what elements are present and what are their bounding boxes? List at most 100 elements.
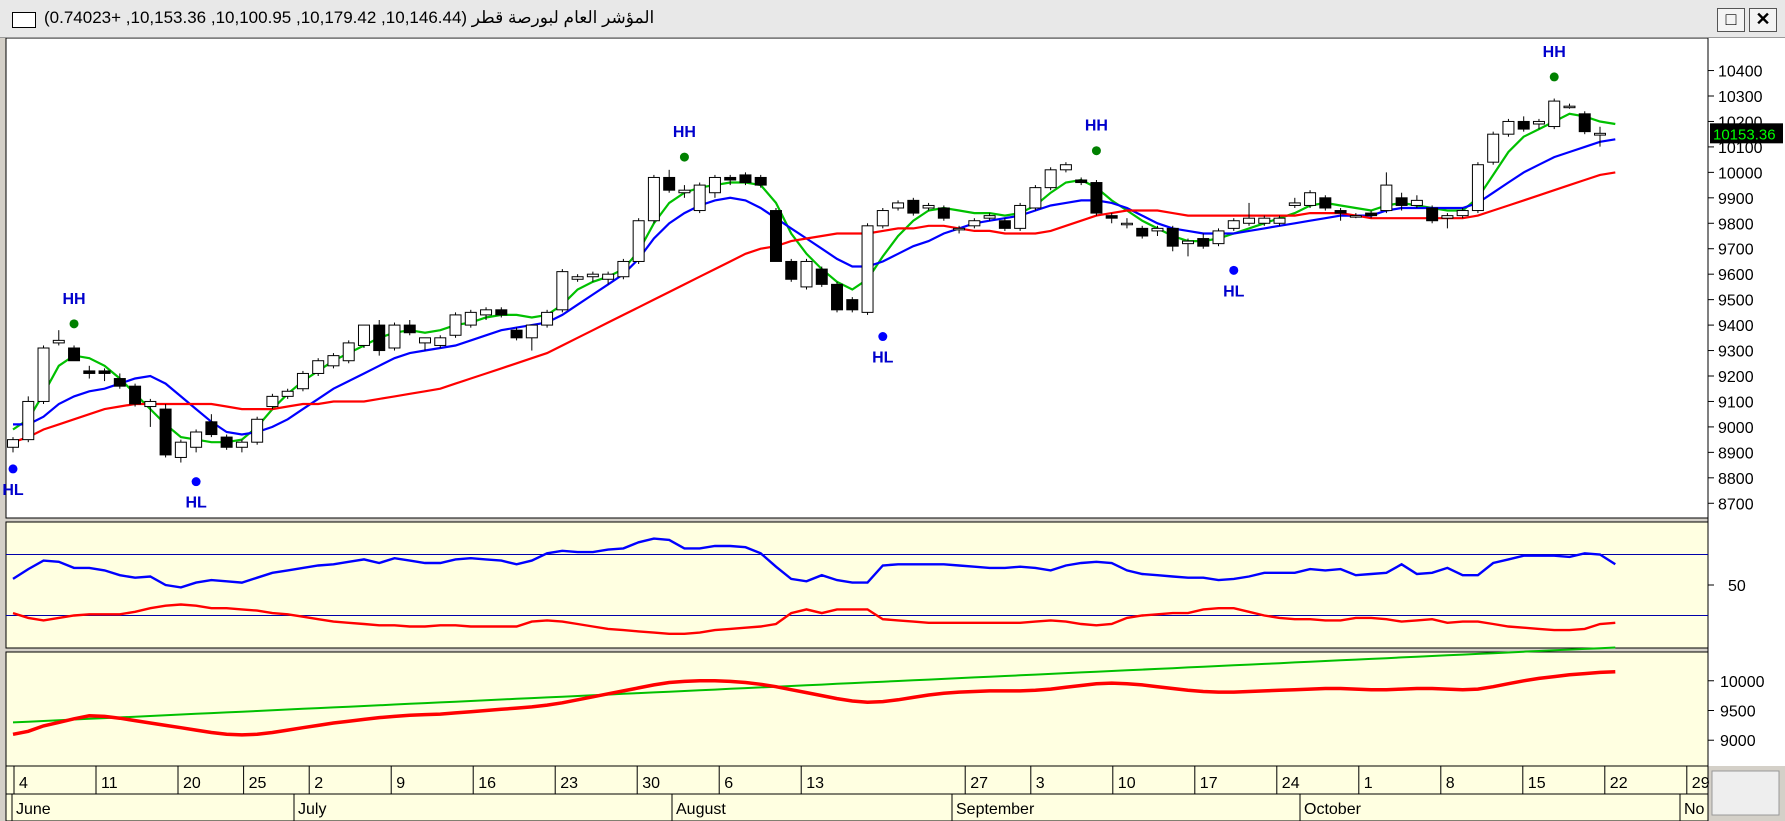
candle-body — [708, 176, 721, 194]
x-day-label: 10 — [1118, 775, 1136, 792]
candle-body — [327, 355, 340, 367]
candle-body — [678, 189, 691, 194]
candle — [480, 307, 493, 320]
x-month-label: July — [298, 801, 326, 818]
candle-body — [876, 210, 889, 227]
candle — [1395, 192, 1408, 211]
candle-body — [1151, 227, 1164, 232]
candle-body — [815, 268, 828, 285]
candle — [617, 258, 630, 280]
candle-body — [1380, 184, 1393, 212]
candle-body — [1502, 120, 1515, 135]
swing-marker-label: HL — [872, 350, 894, 367]
candle-body — [1426, 207, 1439, 222]
candle — [1487, 131, 1500, 165]
candle — [1563, 103, 1576, 109]
candle-body — [480, 309, 493, 316]
candle — [52, 330, 65, 346]
oscillator-tick-label: 50 — [1728, 578, 1746, 595]
x-day-label: 8 — [1446, 775, 1455, 792]
swing-marker-dot — [679, 152, 689, 162]
candle — [1059, 162, 1072, 173]
candle — [1349, 213, 1362, 219]
x-day-label: 27 — [970, 775, 988, 792]
candle-body — [113, 378, 126, 387]
candle — [525, 324, 538, 351]
candle-body — [785, 260, 798, 280]
swing-marker-dot — [1549, 72, 1559, 82]
restore-window-icon[interactable]: □ — [1717, 8, 1745, 32]
candle — [983, 213, 996, 221]
candle-body — [1059, 164, 1072, 171]
x-day-label: 6 — [724, 775, 733, 792]
candle — [220, 434, 233, 450]
candle — [1578, 111, 1591, 135]
swing-marker-dot — [191, 477, 201, 487]
candle-body — [281, 390, 294, 397]
candle — [434, 335, 447, 348]
candle-body — [1410, 199, 1423, 206]
candle — [1014, 202, 1027, 231]
candle-body — [1029, 187, 1042, 209]
x-month-label: September — [956, 801, 1035, 818]
candle — [281, 388, 294, 399]
candle-body — [1517, 120, 1530, 130]
candle-body — [205, 421, 218, 436]
candle-body — [1166, 227, 1179, 247]
candle — [296, 370, 309, 392]
candle-body — [1227, 220, 1240, 229]
lower-indicator-line — [12, 670, 1616, 737]
lower-indicator-line — [12, 646, 1616, 724]
candle — [632, 218, 645, 264]
candle-body — [663, 176, 676, 191]
x-month-label: October — [1304, 801, 1362, 818]
candle — [1548, 98, 1561, 130]
candle-body — [1365, 212, 1378, 217]
swing-marker-label: HL — [185, 495, 207, 512]
candle-body — [1105, 215, 1118, 219]
candle-body — [647, 176, 660, 222]
candle — [312, 358, 325, 376]
candle-body — [693, 184, 706, 212]
x-day-label: 24 — [1282, 775, 1300, 792]
candle — [83, 365, 96, 379]
candle-body — [1334, 210, 1347, 214]
candle — [357, 324, 370, 348]
swing-marker-dot — [69, 319, 79, 329]
candle-body — [52, 339, 65, 344]
price-tick-label: 10000 — [1718, 165, 1763, 182]
candle — [510, 327, 523, 341]
candle-body — [1563, 105, 1576, 109]
price-tick-label: 9300 — [1718, 344, 1754, 361]
candle — [251, 416, 264, 445]
swing-marker-label: HH — [1085, 118, 1108, 135]
x-day-label: 3 — [1036, 775, 1045, 792]
candle — [1319, 195, 1332, 211]
candle-body — [1197, 238, 1210, 247]
close-window-icon[interactable]: ✕ — [1749, 8, 1777, 32]
candle — [373, 320, 386, 356]
oscillator-panel-bg — [5, 521, 1709, 649]
x-day-label: 20 — [183, 775, 201, 792]
candle — [1471, 162, 1484, 214]
candle — [1044, 167, 1057, 191]
candle-body — [1304, 192, 1317, 206]
candle — [342, 340, 355, 364]
candle — [907, 197, 920, 216]
candle-body — [1456, 210, 1469, 217]
candle — [1181, 238, 1194, 257]
candle — [1243, 202, 1256, 226]
candle-body — [907, 199, 920, 214]
candle-body — [7, 439, 19, 448]
candle-body — [586, 273, 599, 278]
candle-body — [464, 311, 477, 326]
x-day-label: 15 — [1528, 775, 1546, 792]
candle-body — [846, 299, 859, 311]
x-day-label: 2 — [314, 775, 323, 792]
candle — [403, 320, 416, 336]
chart-area: 8700 8800 8900 9000 9100 9200 9300 9400 9500 9600… — [2, 38, 1785, 821]
candle-body — [1487, 133, 1500, 163]
candle — [68, 345, 81, 362]
candle — [541, 309, 554, 328]
candle — [1120, 218, 1133, 229]
